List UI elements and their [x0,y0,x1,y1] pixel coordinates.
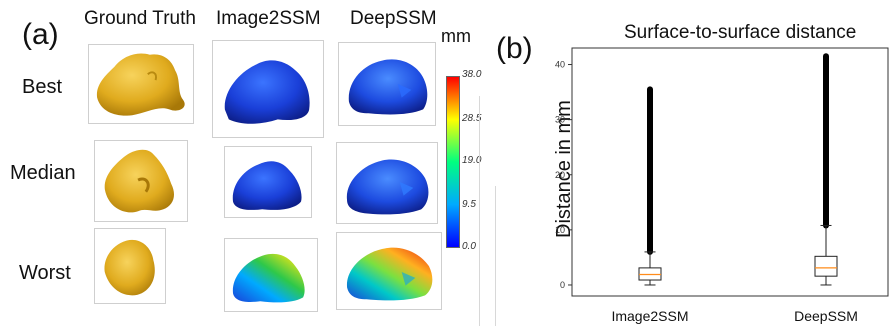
colorbar [446,76,460,248]
colorbar-tick-19: 19.0 [462,155,482,166]
shape-deepssm-best [338,42,436,126]
column-header-image2ssm: Image2SSM [216,8,321,29]
shape-deepssm-worst [336,232,442,310]
chart-title: Surface-to-surface distance [624,22,857,43]
column-header-deepssm: DeepSSM [350,8,437,29]
shape-ground-truth-median [94,140,188,222]
colorbar-tick-38: 38.0 [462,69,482,80]
shape-deepssm-median [336,142,438,224]
box-deepssm [814,255,838,277]
row-header-worst: Worst [19,262,71,284]
divider-line [495,186,496,326]
y-tick-label: 0 [560,280,565,290]
column-header-ground-truth: Ground Truth [84,8,196,29]
plot-frame [571,47,889,297]
shape-ground-truth-best [88,44,194,124]
panel-a-label: (a) [22,18,59,51]
colorbar-tick-9-5: 9.5 [462,199,476,210]
colorbar-tick-28-5: 28.5 [462,113,482,124]
colorbar-unit: mm [441,26,471,46]
y-tick-label: 10 [555,225,565,235]
shape-image2ssm-worst [224,238,318,312]
y-tick-label: 20 [555,170,565,180]
shape-image2ssm-median [224,146,312,218]
colorbar-tick-0: 0.0 [462,241,476,252]
x-tick-label-deepssm: DeepSSM [794,308,858,324]
divider-line [479,96,480,326]
shape-ground-truth-worst [94,228,166,304]
panel-b-label: (b) [496,32,533,65]
row-header-median: Median [10,162,76,184]
y-tick-label: 30 [555,115,565,125]
shape-image2ssm-best [212,40,324,138]
y-tick-label: 40 [555,60,565,70]
row-header-best: Best [22,76,63,98]
x-tick-label-image2ssm: Image2SSM [611,308,688,324]
